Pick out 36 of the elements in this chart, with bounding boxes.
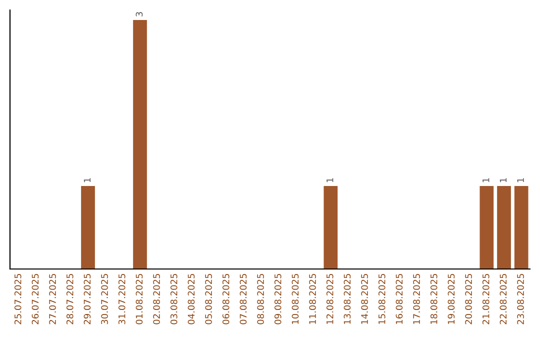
x-tick-label: 26.07.2025 (32, 274, 39, 324)
x-tick-label: 19.08.2025 (448, 274, 455, 324)
x-tick-label: 22.08.2025 (500, 274, 507, 324)
x-tick-label: 13.08.2025 (344, 274, 351, 324)
x-tick-label: 02.08.2025 (153, 274, 160, 324)
x-tick-label: 03.08.2025 (170, 274, 178, 324)
x-tick-label: 12.08.2025 (326, 274, 334, 324)
x-tick-label: 23.08.2025 (517, 274, 524, 324)
data-label: 1 (84, 178, 90, 182)
x-tick-label: 16.08.2025 (396, 274, 403, 324)
x-tick-label: 08.08.2025 (257, 274, 264, 324)
x-tick-label: 14.08.2025 (361, 274, 368, 324)
x-tick-label: 18.08.2025 (430, 274, 438, 324)
x-tick-label: 20.08.2025 (465, 274, 472, 324)
x-tick-label: 21.08.2025 (482, 274, 490, 324)
x-tick-label: 01.08.2025 (136, 274, 143, 324)
x-tick-label: 10.08.2025 (292, 274, 299, 324)
data-label: 1 (500, 178, 506, 182)
x-tick-label: 27.07.2025 (49, 274, 56, 324)
x-tick-label: 31.07.2025 (118, 274, 126, 324)
x-tick-label: 06.08.2025 (222, 274, 230, 324)
x-tick-label: 25.07.2025 (14, 274, 22, 324)
x-tick-label: 30.07.2025 (101, 274, 108, 324)
data-label: 1 (326, 178, 334, 182)
x-tick-label: 04.08.2025 (188, 274, 195, 324)
x-tick-label: 15.08.2025 (378, 274, 386, 324)
data-label: 1 (482, 178, 490, 182)
data-label: 1 (517, 178, 524, 182)
x-tick-label: 28.07.2025 (66, 274, 74, 324)
x-tick-label: 05.08.2025 (205, 274, 212, 324)
x-tick-label: 11.08.2025 (309, 274, 316, 324)
x-tick-label: 17.08.2025 (413, 274, 420, 324)
x-tick-label: 07.08.2025 (240, 274, 247, 324)
x-tick-label: 29.07.2025 (84, 274, 91, 324)
data-label: 3 (136, 12, 143, 16)
x-tick-label: 09.08.2025 (274, 274, 282, 324)
